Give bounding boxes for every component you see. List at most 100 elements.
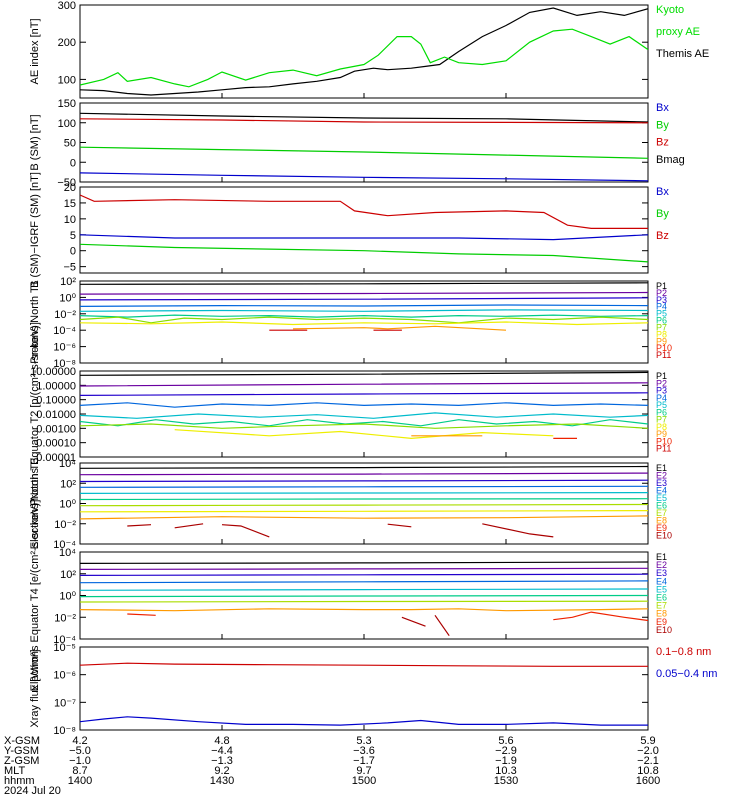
panel-frame	[79, 462, 649, 545]
legend-entry: proxy AE	[656, 26, 700, 38]
legend-entry: P2	[656, 288, 667, 298]
series-line-4	[80, 485, 648, 488]
legend-entry: P4	[656, 393, 667, 403]
y-tick-label: −50	[57, 177, 76, 189]
y-tick-label: 300	[58, 0, 76, 12]
legend-entry: E3	[656, 568, 667, 578]
series-line-8	[80, 321, 648, 326]
series-line-4	[80, 304, 648, 307]
x-tick-value: 1600	[636, 775, 660, 787]
series-line-1	[80, 662, 648, 667]
series-line-5	[80, 309, 648, 312]
series-line-5	[80, 412, 648, 419]
x-row-label: hhmm	[4, 775, 35, 787]
y-tick-label: 10⁻²	[54, 309, 76, 321]
legend-entry: P9	[656, 429, 667, 439]
series-line-13	[387, 523, 412, 528]
y-tick-label: 10.00000	[30, 366, 76, 378]
x-tick-value: 4.2	[72, 735, 87, 747]
y-tick-label: 0	[70, 157, 76, 169]
y-tick-label: 0.00010	[36, 438, 76, 450]
series-line-2	[80, 118, 648, 124]
series-line-12	[553, 611, 648, 622]
series-line-8	[80, 608, 648, 612]
legend-entry: P10	[656, 436, 672, 446]
y-tick-label: 10⁻⁶	[53, 670, 76, 682]
series-line-6	[80, 594, 648, 598]
series-line-4	[80, 172, 648, 182]
series-line-11	[174, 523, 204, 529]
legend-entry: P3	[656, 295, 667, 305]
x-row-label: X-GSM	[4, 735, 40, 747]
series-line-11	[434, 614, 450, 637]
x-tick-value: 10.8	[637, 765, 658, 777]
series-line-5	[80, 492, 648, 494]
series-line-9	[80, 515, 648, 520]
y-tick-label: 10⁻⁶	[53, 342, 76, 354]
series-line-12	[221, 524, 270, 538]
legend-entry: E9	[656, 523, 667, 533]
y-axis-label: Electrons Equator T4 [e/(cm²-s-sr-keV)]	[29, 500, 41, 692]
legend-entry: E9	[656, 617, 667, 627]
legend-entry: 0.05−0.4 nm	[656, 668, 717, 680]
legend-entry: P1	[656, 371, 667, 381]
legend-entry: E8	[656, 609, 667, 619]
legend-entry: P4	[656, 302, 667, 312]
legend-entry: E2	[656, 471, 667, 481]
legend-entry: P1	[656, 281, 667, 291]
legend-entry: E1	[656, 463, 667, 473]
legend-entry: By	[656, 208, 669, 220]
x-tick-value: 1400	[68, 775, 92, 787]
x-tick-value: 9.2	[214, 765, 229, 777]
x-tick-value: −3.6	[353, 745, 375, 757]
series-line-2	[80, 28, 648, 88]
legend-entry: 0.1−0.8 nm	[656, 646, 711, 658]
y-tick-label: 10⁻⁴	[53, 634, 76, 646]
y-tick-label: 10²	[60, 478, 76, 490]
y-tick-label: 1.00000	[36, 380, 76, 392]
series-line-1	[80, 194, 648, 229]
y-tick-label: 15	[64, 198, 76, 210]
chart-panel-7: 10⁴ 10² 10⁰ 10⁻² 10⁻⁴ Electrons Equator T4 [e…	[29, 500, 672, 692]
x-tick-value: −1.9	[495, 755, 517, 767]
series-line-2	[80, 234, 648, 241]
legend-entry: Bx	[656, 186, 669, 198]
series-line-1	[80, 7, 648, 96]
legend-entry: E7	[656, 601, 667, 611]
legend-entry: Themis AE	[656, 48, 709, 60]
series-line-3	[80, 392, 648, 396]
y-tick-label: 10⁰	[59, 292, 76, 304]
series-line-1	[80, 561, 648, 565]
x-row-label: Y-GSM	[4, 745, 39, 757]
legend-entry: P5	[656, 309, 667, 319]
y-tick-label: 10⁻⁸	[53, 358, 76, 370]
y-tick-label: 10⁻²	[54, 612, 76, 624]
legend-entry: P10	[656, 343, 672, 353]
y-axis-label: AE index [nT]	[29, 18, 41, 84]
x-tick-value: −1.7	[353, 755, 375, 767]
y-tick-label: 10⁴	[59, 547, 76, 559]
x-tick-value: 5.3	[356, 735, 371, 747]
y-tick-label: 0.01000	[36, 409, 76, 421]
x-tick-value: 1530	[494, 775, 518, 787]
legend-entry: Bz	[656, 137, 669, 149]
series-line-8	[80, 510, 648, 513]
y-axis-label: Protons North T1	[29, 280, 41, 364]
x-tick-value: −1.3	[211, 755, 233, 767]
series-line-1	[80, 112, 648, 123]
y-tick-label: 10⁻⁸	[53, 725, 76, 737]
series-line-7	[80, 423, 648, 429]
y-axis-label: Protons Equator T2 [p/(cm²-s-sr-keV)]	[29, 322, 41, 506]
legend-entry: By	[656, 119, 669, 131]
legend-entry: P7	[656, 322, 667, 332]
y-tick-label: 200	[58, 37, 76, 49]
series-line-4	[80, 402, 648, 408]
y-tick-label: 0.00100	[36, 423, 76, 435]
y-tick-label: 0	[70, 246, 76, 258]
y-tick-label: 10⁴	[59, 458, 76, 470]
panel-frame	[79, 4, 649, 99]
legend-entry: Bx	[656, 102, 669, 114]
y-tick-label: 10⁻⁷	[54, 697, 76, 709]
legend-entry: E7	[656, 508, 667, 518]
